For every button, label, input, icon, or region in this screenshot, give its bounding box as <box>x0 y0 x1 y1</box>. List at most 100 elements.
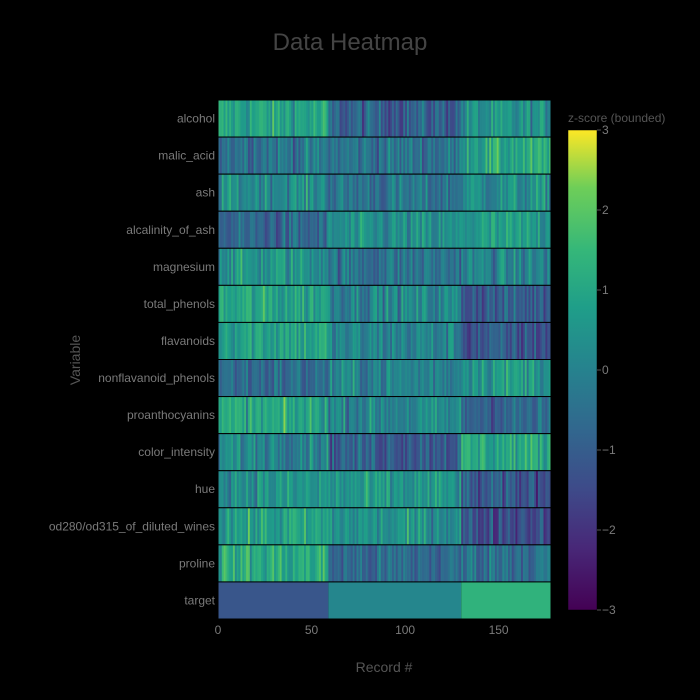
heatmap-cell <box>285 211 288 249</box>
heatmap-cell <box>332 248 335 286</box>
heatmap-cell <box>219 100 223 138</box>
heatmap-cell <box>457 544 460 582</box>
heatmap-cell <box>440 396 443 434</box>
heatmap-cell <box>449 359 453 397</box>
heatmap-cell <box>341 507 344 545</box>
heatmap-cell <box>438 100 441 138</box>
heatmap-cell <box>277 100 281 138</box>
heatmap-cell <box>289 433 292 471</box>
heatmap-cell <box>457 322 460 360</box>
heatmap-cell <box>350 248 354 286</box>
heatmap-cell <box>532 322 535 360</box>
heatmap-cell <box>380 174 383 212</box>
heatmap-cell <box>363 174 367 212</box>
heatmap-cell <box>515 248 518 286</box>
heatmap-cell <box>264 285 267 323</box>
heatmap-cell <box>451 211 455 249</box>
heatmap-cell <box>264 248 267 286</box>
heatmap-cell <box>502 100 505 138</box>
heatmap-cell <box>416 248 419 286</box>
heatmap-cell <box>507 470 511 508</box>
heatmap-cell <box>519 285 522 323</box>
heatmap-cell <box>352 248 355 286</box>
heatmap-cell <box>541 285 544 323</box>
heatmap-cell <box>350 396 354 434</box>
heatmap-cell <box>547 137 550 175</box>
heatmap-cell <box>300 470 303 508</box>
heatmap-cell <box>390 137 393 175</box>
heatmap-cell <box>427 211 430 249</box>
colorbar-tick-label: −2 <box>602 523 616 537</box>
heatmap-cell <box>468 137 471 175</box>
heatmap-cell <box>313 174 316 212</box>
heatmap-cell <box>326 396 329 434</box>
heatmap-cell <box>420 359 423 397</box>
heatmap-cell <box>416 285 419 323</box>
heatmap-cell <box>509 507 513 545</box>
heatmap-cell <box>345 470 348 508</box>
heatmap-cell <box>289 396 292 434</box>
heatmap-cell <box>545 174 548 212</box>
heatmap-cell <box>539 359 542 397</box>
heatmap-cell <box>468 544 471 582</box>
heatmap-cell <box>472 396 475 434</box>
heatmap-cell <box>391 544 395 582</box>
heatmap-cell <box>352 507 355 545</box>
heatmap-cell <box>302 507 305 545</box>
heatmap-cell <box>311 433 314 471</box>
heatmap-cell <box>319 211 322 249</box>
heatmap-cell <box>522 507 526 545</box>
heatmap-cell <box>313 359 316 397</box>
heatmap-cell <box>494 396 498 434</box>
heatmap-cell <box>384 248 387 286</box>
heatmap-cell <box>333 211 337 249</box>
heatmap-cell <box>408 137 412 175</box>
heatmap-cell <box>328 322 331 360</box>
heatmap-cell <box>354 248 357 286</box>
heatmap-cell <box>358 100 361 138</box>
heatmap-cell <box>367 248 370 286</box>
heatmap-cell <box>421 322 425 360</box>
heatmap-cell <box>541 211 544 249</box>
heatmap-cell <box>268 433 271 471</box>
heatmap-cell <box>412 470 415 508</box>
heatmap-cell <box>272 285 275 323</box>
heatmap-cell <box>382 544 385 582</box>
heatmap-cell <box>509 100 513 138</box>
heatmap-cell <box>266 396 269 434</box>
heatmap-cell <box>519 174 522 212</box>
heatmap-cell <box>539 433 542 471</box>
heatmap-cell <box>236 470 239 508</box>
heatmap-cell <box>266 470 269 508</box>
heatmap-cell <box>352 544 355 582</box>
heatmap-row <box>217 210 552 249</box>
heatmap-cell <box>390 248 393 286</box>
heatmap-cell <box>543 359 546 397</box>
heatmap-cell <box>343 100 346 138</box>
heatmap-cell <box>324 137 327 175</box>
heatmap-cell <box>487 322 490 360</box>
heatmap-cell <box>350 544 354 582</box>
heatmap-cell <box>268 544 271 582</box>
heatmap-cell <box>272 544 275 582</box>
heatmap-cell <box>356 396 359 434</box>
heatmap-cell <box>502 544 505 582</box>
heatmap-cell <box>264 544 267 582</box>
heatmap-cell <box>290 470 294 508</box>
heatmap-cell <box>375 470 378 508</box>
heatmap-cell <box>476 100 479 138</box>
heatmap-cell <box>246 470 249 508</box>
heatmap-cell <box>242 322 245 360</box>
heatmap-cell <box>225 507 228 545</box>
heatmap-cell <box>539 322 542 360</box>
heatmap-cell <box>356 211 359 249</box>
heatmap-cell <box>253 285 256 323</box>
heatmap-cell <box>290 211 294 249</box>
heatmap-cell <box>255 285 258 323</box>
heatmap-cell <box>543 211 546 249</box>
heatmap-cell <box>333 285 337 323</box>
heatmap-cell <box>253 507 256 545</box>
heatmap-cell <box>384 470 387 508</box>
heatmap-cell <box>324 470 327 508</box>
heatmap-cell <box>313 100 316 138</box>
